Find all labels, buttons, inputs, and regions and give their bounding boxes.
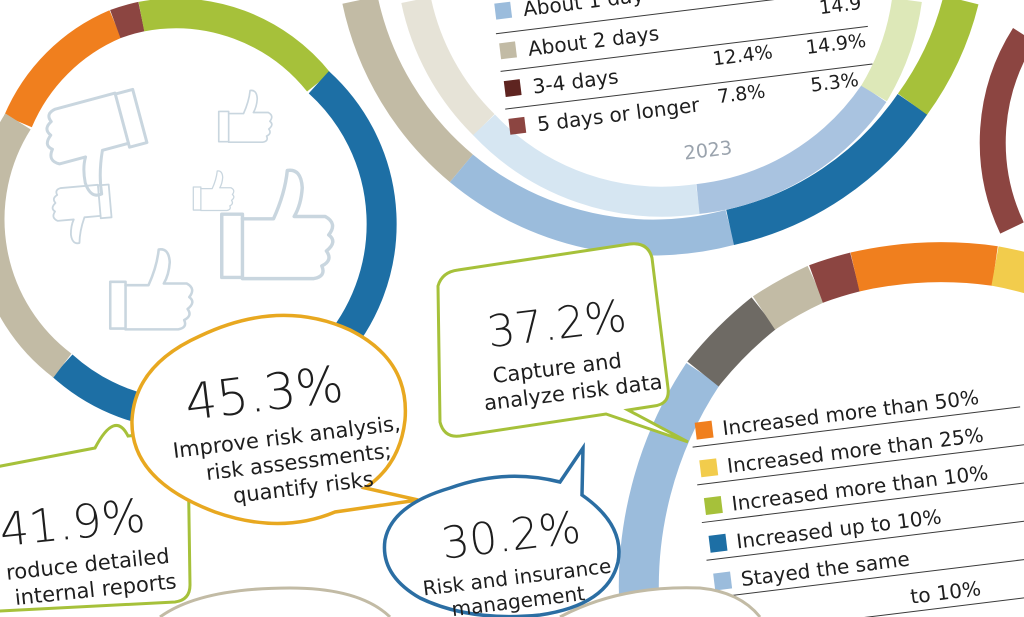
left-donut-segment-tan	[0, 113, 72, 378]
top-donut-outer-blue	[726, 93, 928, 245]
legend-swatch	[503, 79, 522, 97]
legend-swatch	[494, 1, 513, 20]
top-donut	[342, 0, 979, 256]
legend-label: 3-4 days	[531, 64, 620, 98]
legend-swatch	[708, 533, 728, 553]
bubble-45-3: 45.3% Improve risk analysis, risk assess…	[130, 313, 419, 526]
legend-label: to 10%	[909, 576, 982, 608]
left-donut-segment-maroon	[110, 1, 145, 39]
thumbs-up-icon	[192, 170, 235, 212]
legend-swatch	[694, 420, 714, 440]
bottom-legend: Increased more than 50% Increased more t…	[692, 385, 1024, 617]
legend-label: 5 days or longer	[536, 92, 702, 136]
bottom-donut-segment-gray	[687, 297, 777, 387]
year-label: 2023	[683, 137, 734, 165]
legend-swatch	[713, 571, 733, 591]
legend-label: About 2 days	[527, 21, 661, 61]
legend-swatch	[699, 458, 719, 478]
legend-value: 12.4%	[711, 41, 774, 70]
bottom-donut	[618, 242, 1024, 617]
bottom-legend-row-6: to 10%	[909, 576, 982, 608]
legend-value: 7.8%	[716, 80, 767, 108]
partial-bubble-tan-2	[559, 586, 762, 617]
legend-swatch	[703, 496, 723, 516]
legend-swatch	[508, 116, 527, 135]
top-donut-outer-green	[897, 0, 979, 115]
bottom-donut-segment-maroon	[809, 252, 861, 303]
legend-label: Increased up to 10%	[735, 504, 943, 553]
top-donut-inner-palegreen	[861, 0, 922, 102]
bottom-donut-segment-lightblue	[618, 362, 720, 617]
top-donut-outer-tan	[342, 0, 474, 183]
top-donut-inner-softblue	[696, 84, 887, 214]
bubble-41-9: 41.9% roduce detailed internal reports	[0, 424, 192, 613]
thumbs-up-icon	[220, 168, 335, 281]
legend-swatch	[499, 41, 517, 60]
legend-value: 14.9	[818, 0, 863, 19]
bottom-legend-row-5: Stayed the same	[713, 547, 911, 591]
thumbs-up-icon	[108, 248, 194, 331]
legend-value: 14.9%	[805, 30, 868, 59]
right-donut-maroon	[979, 28, 1024, 234]
legend-value: 5.3%	[809, 69, 860, 97]
thumbs-up-icon	[217, 89, 273, 144]
top-donut-outer-lightblue	[449, 154, 735, 256]
bottom-donut-segment-orange	[850, 242, 998, 292]
left-donut-segment-green	[138, 0, 331, 92]
thumbs-icons	[45, 87, 335, 331]
bubble-37-2: 37.2% Capture and analyze risk data	[436, 242, 689, 444]
partial-bubble-tan	[159, 586, 392, 617]
thumbs-down-icon	[45, 87, 149, 197]
legend-row-1: About 1 day	[494, 0, 645, 21]
bubble-30-2: 30.2% Risk and insurance management	[382, 442, 621, 617]
top-donut-inner-cream	[401, 0, 495, 136]
bottom-donut-segment-tan	[752, 265, 825, 330]
left-donut-segment-orange	[4, 10, 122, 128]
bottom-donut-segment-yellow	[991, 246, 1024, 294]
thumbs-down-icon	[51, 183, 113, 245]
top-donut-inner-palesky	[473, 114, 701, 217]
